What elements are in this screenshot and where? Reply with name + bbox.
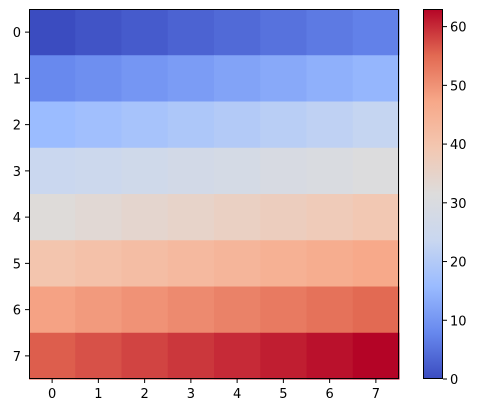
x-tick-label: 2 (140, 387, 148, 402)
heatmap-cell-r4-c5 (260, 194, 307, 241)
heatmap-cell-r0-c7 (352, 9, 400, 56)
x-tick-label: 7 (372, 387, 380, 402)
heatmap-cell-r5-c1 (75, 240, 122, 287)
heatmap-cell-r6-c2 (121, 286, 169, 334)
heatmap-cell-r2-c3 (167, 101, 215, 149)
heatmap-cell-r7-c2 (121, 332, 169, 380)
heatmap-cell-r3-c7 (352, 147, 400, 195)
heatmap-cell-r3-c2 (121, 147, 169, 195)
y-tick-label: 4 (13, 211, 21, 226)
heatmap-cell-r4-c7 (352, 194, 400, 241)
heatmap-cell-r6-c4 (214, 286, 261, 334)
heatmap-cell-r1-c1 (75, 55, 122, 102)
heatmap-cell-r7-c3 (167, 332, 215, 380)
heatmap-cell-r1-c3 (167, 55, 215, 102)
x-tick-label: 4 (233, 387, 241, 402)
heatmap-cell-r5-c2 (121, 240, 169, 287)
heatmap-cell-r1-c0 (29, 55, 76, 102)
x-tick-label: 1 (94, 387, 102, 402)
colorbar-ticks: 0 10 20 30 40 50 60 (443, 21, 467, 388)
heatmap-cells (29, 9, 400, 380)
heatmap-cell-r2-c0 (29, 101, 76, 149)
y-tick-label: 6 (13, 304, 21, 319)
heatmap-cell-r5-c3 (167, 240, 215, 287)
heatmap-cell-r1-c2 (121, 55, 169, 102)
y-tick-label: 5 (13, 257, 21, 272)
heatmap-cell-r0-c1 (75, 9, 122, 56)
plot-frame (29, 9, 399, 379)
heatmap-cell-r7-c0 (29, 332, 76, 380)
y-tick-label: 7 (13, 350, 21, 365)
heatmap-cell-r5-c0 (29, 240, 76, 287)
colorbar-tick-label: 40 (450, 138, 467, 153)
heatmap-cell-r6-c0 (29, 286, 76, 334)
heatmap-cell-r4-c2 (121, 194, 169, 241)
heatmap-cell-r6-c3 (167, 286, 215, 334)
heatmap-cell-r4-c3 (167, 194, 215, 241)
x-tick-label: 0 (48, 387, 56, 402)
x-tick-label: 5 (279, 387, 287, 402)
x-tick-label: 6 (325, 387, 333, 402)
heatmap-cell-r7-c6 (306, 332, 354, 380)
colorbar-tick-label: 10 (450, 314, 467, 329)
heatmap-cell-r3-c0 (29, 147, 76, 195)
heatmap-cell-r6-c5 (260, 286, 307, 334)
heatmap-cell-r4-c4 (214, 194, 261, 241)
heatmap-cell-r3-c6 (306, 147, 354, 195)
heatmap-cell-r1-c4 (214, 55, 261, 102)
x-axis: 0 1 2 3 4 5 6 7 (48, 379, 380, 402)
y-tick-label: 2 (13, 119, 21, 134)
heatmap-cell-r0-c6 (306, 9, 354, 56)
y-axis: 0 1 2 3 4 5 6 7 (13, 26, 29, 365)
colorbar-tick-label: 0 (450, 373, 458, 388)
heatmap-cell-r0-c5 (260, 9, 307, 56)
heatmap-cell-r6-c6 (306, 286, 354, 334)
heatmap-cell-r4-c0 (29, 194, 76, 241)
heatmap-cell-r2-c2 (121, 101, 169, 149)
heatmap-cell-r5-c4 (214, 240, 261, 287)
heatmap-cell-r3-c3 (167, 147, 215, 195)
heatmap-cell-r4-c1 (75, 194, 122, 241)
heatmap-cell-r1-c5 (260, 55, 307, 102)
colorbar: 0 10 20 30 40 50 60 (423, 9, 467, 388)
heatmap-cell-r0-c4 (214, 9, 261, 56)
colorbar-tick-label: 30 (450, 197, 467, 212)
heatmap-cell-r3-c1 (75, 147, 122, 195)
heatmap-cell-r2-c4 (214, 101, 261, 149)
heatmap-cell-r2-c1 (75, 101, 122, 149)
colorbar-frame (423, 9, 443, 379)
heatmap-cell-r5-c5 (260, 240, 307, 287)
heatmap-cell-r0-c0 (29, 9, 76, 56)
heatmap-cell-r1-c6 (306, 55, 354, 102)
y-tick-label: 1 (13, 72, 21, 87)
heatmap-cell-r2-c7 (352, 101, 400, 149)
heatmap-cell-r0-c2 (121, 9, 169, 56)
heatmap-cell-r7-c4 (214, 332, 261, 380)
heatmap-cell-r2-c5 (260, 101, 307, 149)
heatmap-cell-r2-c6 (306, 101, 354, 149)
heatmap-cell-r7-c5 (260, 332, 307, 380)
heatmap-cell-r0-c3 (167, 9, 215, 56)
heatmap-cell-r5-c6 (306, 240, 354, 287)
colorbar-tick-label: 60 (450, 21, 467, 36)
heatmap-cell-r1-c7 (352, 55, 400, 102)
heatmap-cell-r5-c7 (352, 240, 400, 287)
colorbar-tick-label: 20 (450, 256, 467, 271)
heatmap-cell-r6-c7 (352, 286, 400, 334)
y-tick-label: 3 (13, 165, 21, 180)
heatmap-cell-r4-c6 (306, 194, 354, 241)
colorbar-gradient (423, 9, 443, 379)
colorbar-tick-label: 50 (450, 79, 467, 94)
heatmap-cell-r7-c7 (352, 332, 400, 380)
heatmap-cell-r6-c1 (75, 286, 122, 334)
y-tick-label: 0 (13, 26, 21, 41)
heatmap-cell-r3-c5 (260, 147, 307, 195)
heatmap-cell-r3-c4 (214, 147, 261, 195)
x-tick-label: 3 (187, 387, 195, 402)
heatmap-cell-r7-c1 (75, 332, 122, 380)
